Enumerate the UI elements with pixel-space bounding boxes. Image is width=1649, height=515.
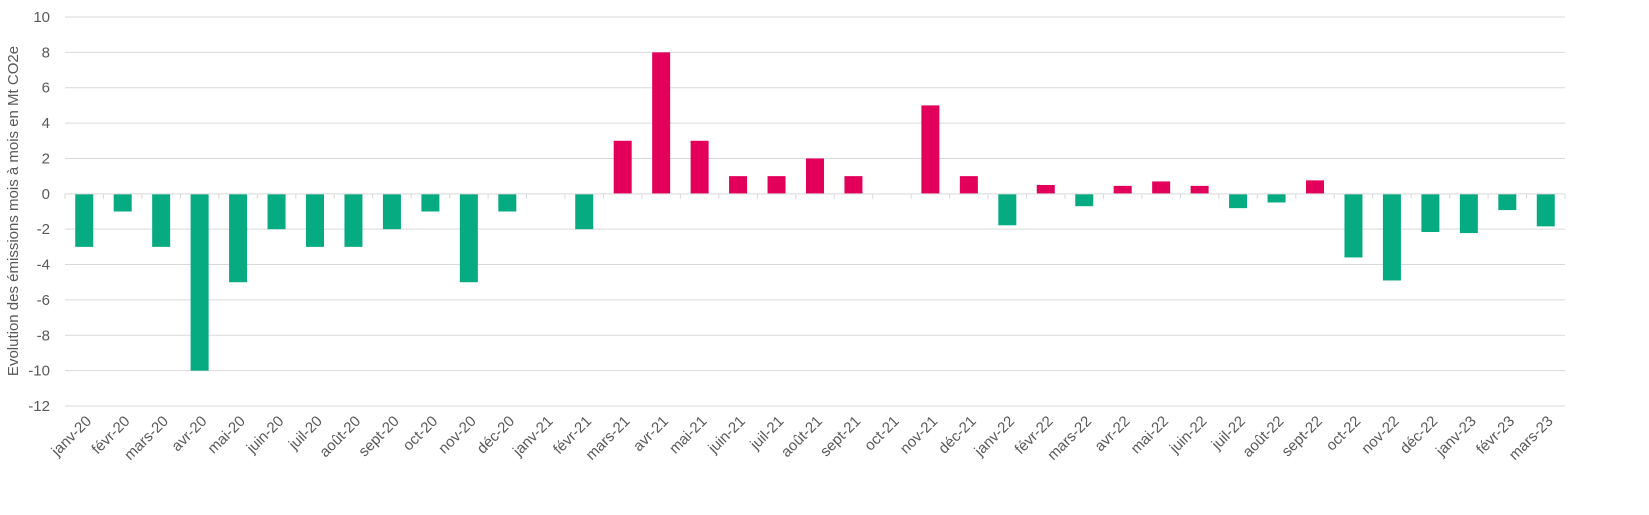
bar-févr-22	[1036, 184, 1055, 194]
x-tick-label: oct-22	[1323, 413, 1365, 455]
bar-janv-22	[998, 193, 1017, 226]
bar-mai-22	[1152, 181, 1171, 194]
x-tick-label: août-20	[316, 413, 364, 461]
x-tick-label: nov-20	[435, 413, 479, 457]
x-tick-label: nov-21	[897, 413, 941, 457]
y-axis-title: Evolution des émissions mois à mois en M…	[5, 46, 22, 376]
x-tick-label: janv-20	[48, 413, 96, 461]
x-tick-label: avr-21	[630, 413, 672, 455]
x-axis	[64, 193, 1566, 199]
x-tick-label: janv-22	[971, 413, 1019, 461]
bar-mars-21	[613, 140, 632, 194]
bar-nov-21	[921, 105, 940, 194]
y-tick-label: 8	[42, 44, 50, 61]
y-tick-label: -4	[37, 257, 50, 274]
x-tick-label: janv-21	[509, 413, 557, 461]
bar-août-20	[344, 193, 363, 247]
y-tick-label: 2	[42, 150, 50, 167]
y-axis-ticks: 10 8 6 4 2 0 -2 -4 -6 -8 -10 -12	[28, 9, 50, 415]
bar-juin-20	[267, 193, 286, 230]
y-tick-label: -2	[37, 221, 50, 238]
bar-sept-21	[844, 176, 863, 194]
bar-janv-20	[75, 193, 94, 247]
bar-mars-23	[1536, 193, 1555, 227]
x-tick-label: sept-22	[1278, 413, 1325, 460]
bar-oct-20	[421, 193, 440, 212]
x-tick-label: juin-20	[243, 413, 288, 458]
bar-févr-20	[113, 193, 132, 212]
bar-mars-20	[152, 193, 171, 247]
y-tick-label: -6	[37, 292, 50, 309]
bar-juil-20	[306, 193, 324, 247]
bar-mai-21	[690, 140, 709, 194]
bar-sept-20	[382, 193, 401, 230]
x-tick-label: mai-20	[204, 413, 248, 457]
y-tick-label: 0	[42, 186, 50, 203]
bar-avr-22	[1113, 185, 1132, 194]
bar-nov-22	[1382, 193, 1401, 281]
y-tick-label: -10	[28, 363, 50, 380]
y-tick-label: 10	[33, 9, 50, 26]
x-tick-label: sept-21	[817, 413, 864, 460]
x-tick-label: oct-20	[400, 413, 442, 455]
x-tick-label: oct-21	[861, 413, 903, 455]
x-tick-label: août-21	[778, 413, 826, 461]
x-tick-label: août-22	[1239, 413, 1287, 461]
bar-déc-22	[1421, 193, 1440, 233]
x-axis-ticks: janv-20févr-20mars-20avr-20mai-20juin-20…	[48, 413, 1557, 464]
bar-déc-20	[498, 193, 517, 212]
gridlines	[65, 16, 1565, 407]
bar-oct-22	[1344, 193, 1363, 258]
bar-juin-22	[1190, 185, 1209, 194]
bar-juil-22	[1229, 193, 1248, 209]
y-tick-label: -12	[28, 398, 50, 415]
bar-févr-23	[1498, 193, 1517, 211]
bar-déc-21	[959, 176, 978, 194]
x-tick-label: juin-21	[704, 413, 749, 458]
x-tick-label: avr-20	[168, 413, 210, 455]
bar-nov-20	[459, 193, 478, 283]
bar-avr-21	[652, 52, 671, 194]
x-tick-label: juin-22	[1166, 413, 1211, 458]
x-tick-label: mai-21	[666, 413, 710, 457]
x-tick-label: sept-20	[355, 413, 402, 460]
bar-mars-22	[1075, 193, 1094, 207]
y-tick-label: 4	[42, 115, 50, 132]
bar-juin-21	[729, 176, 748, 194]
bar-juil-21	[767, 176, 786, 194]
bar-avr-20	[190, 193, 209, 371]
bar-août-22	[1267, 193, 1286, 203]
bar-sept-22	[1306, 180, 1324, 194]
bar-août-21	[806, 158, 824, 194]
x-tick-label: mai-22	[1128, 413, 1172, 457]
bar-mai-20	[229, 193, 248, 283]
x-tick-label: avr-22	[1091, 413, 1133, 455]
bars	[75, 52, 1555, 371]
bar-janv-23	[1459, 193, 1478, 234]
x-tick-label: janv-23	[1432, 413, 1480, 461]
x-tick-label: nov-22	[1358, 413, 1402, 457]
bar-févr-21	[575, 193, 594, 230]
y-tick-label: 6	[42, 80, 50, 97]
y-tick-label: -8	[37, 327, 50, 344]
